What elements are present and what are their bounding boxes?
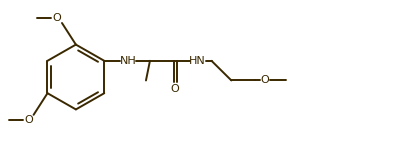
Text: O: O bbox=[24, 115, 33, 125]
Text: NH: NH bbox=[120, 56, 136, 66]
Text: O: O bbox=[53, 13, 62, 23]
Text: HN: HN bbox=[189, 56, 206, 66]
Text: O: O bbox=[171, 84, 179, 94]
Text: O: O bbox=[261, 75, 269, 85]
